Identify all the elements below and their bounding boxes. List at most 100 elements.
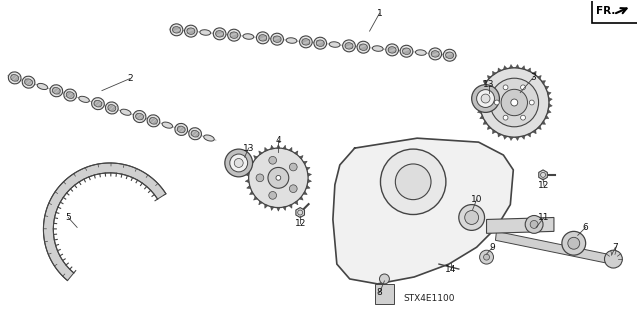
Ellipse shape — [191, 130, 199, 137]
Ellipse shape — [444, 49, 456, 61]
Ellipse shape — [459, 204, 484, 230]
Ellipse shape — [8, 72, 21, 84]
Text: 13: 13 — [483, 80, 494, 89]
Ellipse shape — [230, 32, 238, 39]
Polygon shape — [303, 191, 307, 195]
Polygon shape — [538, 76, 541, 79]
Text: 12: 12 — [538, 181, 550, 190]
Ellipse shape — [147, 115, 160, 127]
Polygon shape — [547, 109, 551, 113]
Polygon shape — [303, 161, 307, 164]
Polygon shape — [265, 204, 268, 208]
Ellipse shape — [243, 34, 254, 39]
Circle shape — [380, 274, 389, 284]
Text: 8: 8 — [376, 288, 382, 297]
Circle shape — [248, 148, 308, 208]
Polygon shape — [504, 136, 508, 139]
Polygon shape — [271, 145, 274, 149]
Circle shape — [511, 99, 518, 106]
Ellipse shape — [342, 40, 355, 52]
Polygon shape — [480, 86, 484, 90]
Ellipse shape — [431, 51, 439, 57]
Text: 2: 2 — [127, 74, 132, 83]
Circle shape — [396, 164, 431, 200]
Polygon shape — [250, 191, 253, 195]
Text: 12: 12 — [294, 219, 306, 228]
Ellipse shape — [50, 85, 63, 97]
Polygon shape — [486, 218, 554, 234]
Polygon shape — [541, 81, 545, 84]
Polygon shape — [374, 284, 394, 304]
Ellipse shape — [177, 126, 185, 133]
Ellipse shape — [257, 32, 269, 44]
Text: 5: 5 — [65, 213, 71, 222]
Text: STX4E1100: STX4E1100 — [403, 294, 455, 303]
Polygon shape — [548, 104, 552, 108]
Polygon shape — [541, 121, 545, 124]
Ellipse shape — [133, 111, 146, 122]
Polygon shape — [289, 147, 292, 152]
Polygon shape — [253, 156, 257, 159]
Polygon shape — [283, 206, 286, 211]
Ellipse shape — [173, 26, 180, 33]
Circle shape — [530, 220, 538, 228]
Polygon shape — [477, 92, 481, 95]
Text: 9: 9 — [490, 243, 495, 252]
Circle shape — [501, 89, 527, 116]
Ellipse shape — [22, 76, 35, 88]
Ellipse shape — [465, 211, 479, 225]
Circle shape — [490, 78, 539, 127]
Polygon shape — [44, 163, 166, 281]
Ellipse shape — [64, 89, 77, 101]
Polygon shape — [300, 197, 303, 200]
Circle shape — [484, 254, 490, 260]
Polygon shape — [306, 167, 310, 170]
Ellipse shape — [286, 38, 297, 43]
Polygon shape — [276, 145, 280, 148]
Polygon shape — [476, 104, 480, 108]
Ellipse shape — [136, 113, 143, 120]
Ellipse shape — [357, 41, 370, 53]
Circle shape — [269, 156, 276, 164]
Ellipse shape — [314, 37, 326, 49]
Polygon shape — [253, 197, 257, 200]
Circle shape — [481, 94, 490, 103]
Polygon shape — [532, 71, 536, 75]
Polygon shape — [547, 92, 551, 95]
Polygon shape — [333, 138, 513, 284]
Ellipse shape — [52, 87, 60, 94]
Polygon shape — [294, 151, 298, 155]
Ellipse shape — [386, 44, 399, 56]
Circle shape — [494, 100, 499, 105]
Ellipse shape — [316, 40, 324, 47]
Ellipse shape — [37, 83, 48, 90]
Polygon shape — [548, 98, 552, 101]
Polygon shape — [515, 64, 519, 68]
Ellipse shape — [273, 36, 281, 42]
Circle shape — [225, 149, 253, 177]
Ellipse shape — [302, 39, 310, 45]
Ellipse shape — [94, 100, 102, 107]
Circle shape — [562, 231, 586, 255]
Ellipse shape — [187, 28, 195, 34]
Polygon shape — [498, 68, 502, 72]
Circle shape — [234, 159, 243, 167]
Ellipse shape — [213, 28, 226, 40]
Polygon shape — [276, 208, 280, 211]
Polygon shape — [483, 121, 487, 124]
Ellipse shape — [360, 44, 367, 50]
Ellipse shape — [271, 33, 284, 45]
Ellipse shape — [79, 96, 90, 102]
Circle shape — [520, 115, 525, 120]
Polygon shape — [492, 71, 496, 75]
Ellipse shape — [300, 36, 312, 48]
Circle shape — [230, 154, 248, 172]
Ellipse shape — [388, 47, 396, 53]
Polygon shape — [492, 130, 496, 134]
Ellipse shape — [184, 25, 197, 37]
Polygon shape — [245, 179, 249, 182]
Text: FR.: FR. — [596, 6, 615, 16]
Polygon shape — [532, 130, 536, 134]
Text: 11: 11 — [538, 213, 550, 222]
Polygon shape — [480, 115, 484, 119]
